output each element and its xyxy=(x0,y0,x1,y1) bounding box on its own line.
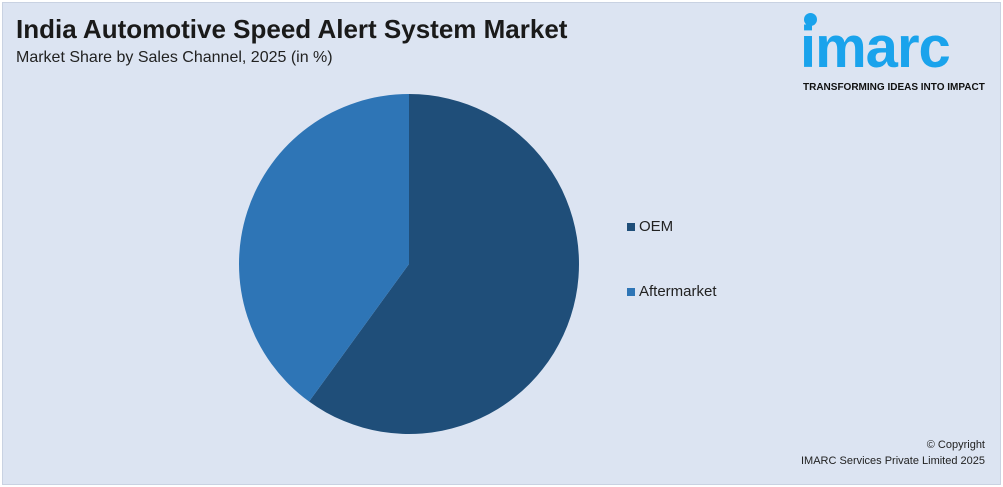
legend-swatch-aftermarket xyxy=(627,287,635,296)
legend-label-aftermarket: Aftermarket xyxy=(639,283,717,300)
imarc-logo: imarc TRANSFORMING IDEAS INTO IMPACT xyxy=(800,10,995,95)
legend-item-aftermarket: Aftermarket xyxy=(627,283,717,300)
logo-tagline: TRANSFORMING IDEAS INTO IMPACT xyxy=(803,82,985,93)
pie-slice-aftermarket xyxy=(239,94,409,402)
pie-slice-oem xyxy=(309,94,579,434)
legend-swatch-oem xyxy=(627,222,635,231)
copyright: © Copyright xyxy=(926,439,985,451)
chart-title: India Automotive Speed Alert System Mark… xyxy=(16,14,568,44)
copyright-company: IMARC Services Private Limited 2025 xyxy=(800,455,985,467)
legend-item-oem: OEM xyxy=(627,218,673,235)
logo-dot xyxy=(804,13,817,26)
chart-subtitle: Market Share by Sales Channel, 2025 (in … xyxy=(16,49,333,66)
logo-text: imarc xyxy=(800,15,951,80)
legend-label-oem: OEM xyxy=(639,218,674,235)
